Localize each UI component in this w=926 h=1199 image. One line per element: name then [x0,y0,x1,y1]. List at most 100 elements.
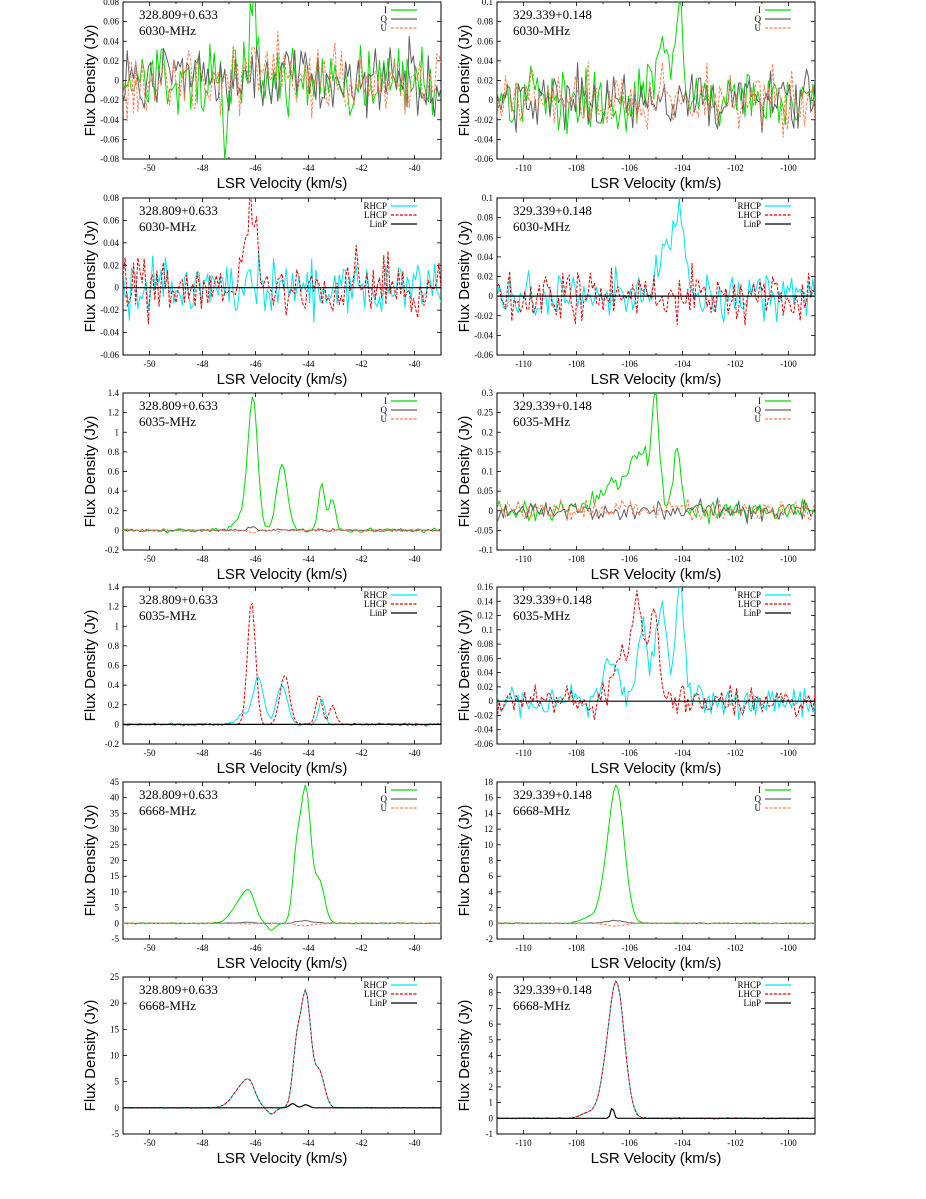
x-tick-label: -102 [727,554,744,564]
x-tick-label: -104 [674,554,691,564]
y-axis-label: Flux Density (Jy) [456,25,473,137]
x-axis-label: LSR Velocity (km/s) [217,566,348,583]
y-tick-label: 0.1 [482,0,493,7]
y-tick-label: 0.1 [482,625,493,635]
x-tick-label: -102 [727,163,744,173]
y-axis-label: Flux Density (Jy) [82,805,99,917]
x-tick-label: -106 [621,554,638,564]
series-line-linp [497,1107,815,1119]
x-tick-label: -102 [727,359,744,369]
x-tick-label: -106 [621,1138,638,1148]
series-group [123,2,441,159]
y-tick-label: 0.2 [108,506,119,516]
x-axis-label: LSR Velocity (km/s) [591,955,722,972]
y-tick-label: 0 [489,696,494,706]
frequency-label: 6668-MHz [513,803,570,818]
y-tick-label: 0.14 [477,596,493,606]
y-tick-label: 1.4 [108,388,120,398]
x-tick-label: -44 [303,359,315,369]
series-group [123,396,441,534]
source-label: 329.339+0.148 [513,398,592,413]
x-tick-label: -48 [197,943,209,953]
x-tick-label: -40 [409,554,421,564]
y-tick-label: 16 [484,793,494,803]
legend-label: LHCP [364,989,387,999]
x-tick-label: -110 [515,359,532,369]
x-tick-label: -50 [144,748,156,758]
x-tick-label: -102 [727,943,744,953]
x-tick-label: -110 [515,163,532,173]
series-group [497,198,815,326]
y-tick-label: -0.06 [474,739,493,749]
x-tick-label: -104 [674,1138,691,1148]
frequency-label: 6035-MHz [139,414,196,429]
y-tick-label: 0 [115,525,120,535]
x-tick-label: -44 [303,1138,315,1148]
y-tick-label: -0.05 [474,525,493,535]
y-tick-label: 0.08 [103,0,119,7]
y-tick-label: 20 [110,998,120,1008]
series-line-rhcp [123,252,441,323]
y-axis-label: Flux Density (Jy) [456,610,473,722]
series-line-u [123,922,441,927]
y-tick-label: 1 [489,1098,494,1108]
legend-label: LinP [743,608,761,618]
x-tick-label: -106 [621,943,638,953]
x-tick-label: -108 [568,748,585,758]
series-group [497,980,815,1120]
frequency-label: 6030-MHz [513,23,570,38]
y-tick-label: 0.06 [477,232,493,242]
y-tick-label: 0.05 [477,486,493,496]
y-tick-label: -0.06 [474,154,493,164]
x-tick-label: -48 [197,748,209,758]
y-tick-label: 8 [489,856,494,866]
y-tick-label: -0.06 [474,350,493,360]
x-tick-label: -50 [144,359,156,369]
x-tick-label: -108 [568,554,585,564]
frequency-label: 6035-MHz [513,608,570,623]
x-axis-label: LSR Velocity (km/s) [591,175,722,192]
panel-5: -0.2 0 0.2 0.4 0.6 0.8 1 1.2 1.4 -50 -48 -46 -44 -42 -… [82,388,442,583]
x-tick-label: -100 [780,359,797,369]
y-tick-label: 45 [110,777,120,787]
y-tick-label: 0 [115,283,120,293]
series-line-q [123,35,441,119]
y-tick-label: -0.04 [474,134,493,144]
y-tick-label: -0.02 [474,311,493,321]
x-tick-label: -46 [250,163,262,173]
x-tick-label: -110 [515,943,532,953]
series-line-i [123,396,441,534]
series-group [123,989,441,1115]
source-label: 329.339+0.148 [513,7,592,22]
y-tick-label: 0.25 [477,408,493,418]
y-tick-label: 5 [489,1035,494,1045]
legend-label: LHCP [738,989,761,999]
y-tick-label: 0 [489,291,494,301]
legend-label: LinP [369,998,387,1008]
legend-label: U [381,414,388,424]
x-tick-label: -46 [250,359,262,369]
y-tick-label: 0.8 [108,641,120,651]
y-tick-label: 0.6 [108,467,120,477]
y-tick-label: 5 [115,903,120,913]
series-group [497,2,815,138]
x-axis-label: LSR Velocity (km/s) [217,955,348,972]
y-axis-label: Flux Density (Jy) [82,1000,99,1112]
y-tick-label: 0.16 [477,582,493,592]
y-tick-label: 0 [489,95,494,105]
legend-label: I [758,5,761,15]
series-line-q [497,497,815,524]
series-group [497,784,815,927]
y-tick-label: 0.6 [108,661,120,671]
x-tick-label: -40 [409,943,421,953]
y-tick-label: 0.1 [482,193,493,203]
y-tick-label: 0.3 [482,388,494,398]
x-tick-label: -100 [780,943,797,953]
x-tick-label: -100 [780,748,797,758]
y-tick-label: 0.04 [103,36,119,46]
y-tick-label: 12 [484,824,493,834]
y-tick-label: 10 [110,887,120,897]
panel-10: -2 0 2 4 6 8 10 12 14 16 18 -110 -108 -106 -104 -102 -10… [456,777,816,972]
y-tick-label: 15 [110,871,120,881]
